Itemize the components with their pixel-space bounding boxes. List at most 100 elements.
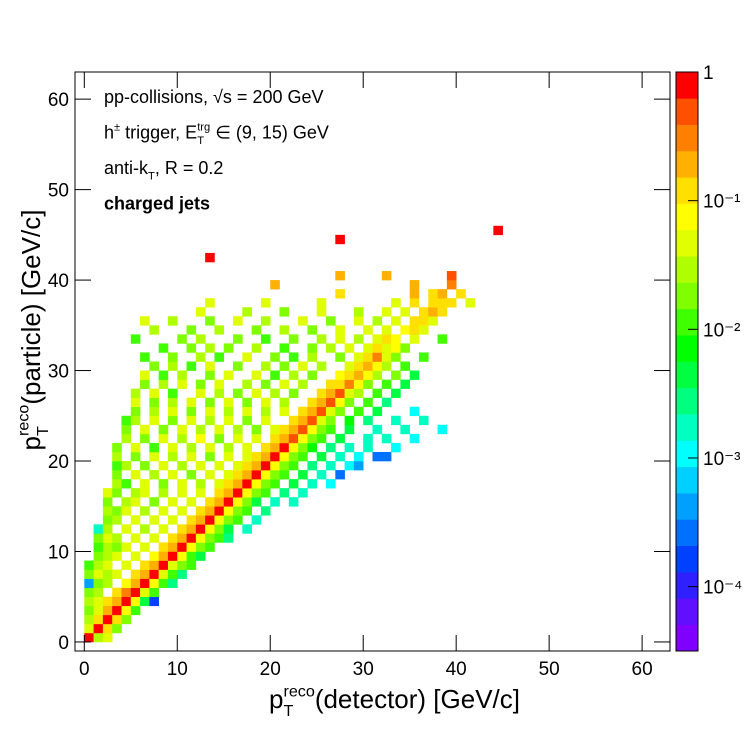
heatmap-cell — [84, 587, 94, 598]
heatmap-cell — [326, 424, 336, 435]
heatmap-cell — [307, 424, 318, 435]
heatmap-cell — [233, 361, 243, 371]
heatmap-cell — [130, 470, 141, 480]
heatmap-cell — [177, 533, 187, 543]
heatmap-cell — [335, 334, 345, 344]
heatmap-cell — [335, 289, 345, 299]
heatmap-cell — [381, 352, 392, 362]
heatmap-cell — [205, 252, 215, 263]
heatmap-cell — [391, 316, 401, 326]
heatmap-cell — [214, 379, 225, 389]
heatmap-cell — [84, 569, 94, 579]
heatmap-cell — [372, 406, 383, 417]
heatmap-cell — [130, 578, 141, 588]
heatmap-cell — [288, 334, 299, 344]
heatmap-cell — [363, 370, 373, 380]
heatmap-cell — [279, 397, 290, 408]
heatmap-cell — [167, 515, 178, 525]
heatmap-cell — [298, 488, 308, 498]
heatmap-cell — [288, 451, 299, 462]
heatmap-cell — [335, 451, 345, 462]
heatmap-cell — [112, 596, 122, 607]
text-part: trg — [197, 121, 210, 133]
heatmap-cell — [195, 515, 206, 525]
heatmap-cell — [149, 596, 159, 607]
heatmap-cell — [335, 379, 345, 389]
heatmap-cell — [214, 533, 225, 543]
heatmap-cell — [381, 325, 392, 335]
heatmap-cell — [205, 515, 215, 525]
heatmap-cell — [195, 524, 206, 534]
heatmap-cell — [186, 497, 197, 507]
heatmap-cell — [233, 433, 243, 444]
heatmap-cell — [167, 497, 178, 507]
heatmap-cell — [102, 605, 113, 616]
heatmap-cell — [140, 316, 150, 326]
text-part: T — [197, 135, 204, 147]
colorbar-band — [676, 545, 698, 573]
heatmap-cell — [223, 442, 234, 453]
colorbar-band — [676, 256, 698, 283]
heatmap-cell — [326, 316, 336, 326]
heatmap-cell — [307, 461, 318, 471]
heatmap-cell — [260, 379, 271, 389]
heatmap-cell — [260, 397, 271, 408]
heatmap-cell — [298, 442, 308, 453]
heatmap-cell — [102, 632, 113, 643]
heatmap-cell — [93, 542, 104, 552]
heatmap-cell — [344, 388, 355, 398]
heatmap-cell — [223, 406, 234, 417]
heatmap-cell — [279, 379, 290, 389]
heatmap-cell — [205, 542, 215, 552]
heatmap-cell — [335, 397, 345, 408]
heatmap-cell — [381, 307, 392, 317]
text-part: reco — [14, 405, 32, 436]
heatmap-cell — [316, 298, 327, 308]
heatmap-cell — [84, 560, 94, 570]
heatmap-cell — [353, 451, 364, 462]
heatmap-cell — [381, 271, 392, 281]
heatmap-cell — [260, 506, 271, 516]
heatmap-cell — [214, 325, 225, 335]
heatmap-cell — [149, 451, 159, 462]
heatmap-cell — [279, 361, 290, 371]
heatmap-cell — [335, 325, 345, 335]
heatmap-cell — [130, 406, 141, 417]
heatmap-cell — [288, 433, 299, 444]
heatmap-cell — [335, 433, 345, 444]
heatmap-cell — [279, 307, 290, 317]
heatmap-cell — [195, 307, 206, 317]
heatmap-cell — [344, 442, 355, 453]
heatmap-cell — [251, 515, 262, 525]
heatmap-cell — [121, 587, 132, 598]
text-part: , R = 0.2 — [155, 158, 224, 178]
heatmap-cell — [335, 234, 345, 245]
heatmap-cell — [353, 352, 364, 362]
heatmap-cell — [381, 451, 392, 462]
heatmap-cell — [186, 524, 197, 534]
heatmap-cell — [167, 415, 178, 426]
heatmap-cell — [270, 370, 280, 380]
heatmap-cell — [381, 397, 392, 408]
heatmap-cell — [186, 415, 197, 426]
heatmap-cell — [288, 352, 299, 362]
heatmap-cell — [260, 461, 271, 471]
heatmap-cell — [298, 424, 308, 435]
heatmap-cell — [298, 316, 308, 326]
colorbar-frame — [675, 71, 699, 652]
heatmap-cell — [205, 370, 215, 380]
heatmap-cell — [195, 506, 206, 516]
heatmap-cell — [112, 461, 122, 471]
heatmap-cell — [288, 461, 299, 471]
colorbar-band — [676, 572, 698, 599]
heatmap-cell — [205, 506, 215, 516]
rich-text: anti-k T, R = 0.2 — [104, 158, 223, 182]
heatmap-cell — [195, 533, 206, 543]
heatmap-cell — [149, 560, 159, 570]
heatmap-cell — [102, 524, 113, 534]
heatmap-cell — [363, 442, 373, 453]
heatmap-cell — [167, 406, 178, 417]
heatmap-cell — [177, 334, 187, 344]
heatmap-cell — [288, 497, 299, 507]
heatmap-cell — [279, 433, 290, 444]
